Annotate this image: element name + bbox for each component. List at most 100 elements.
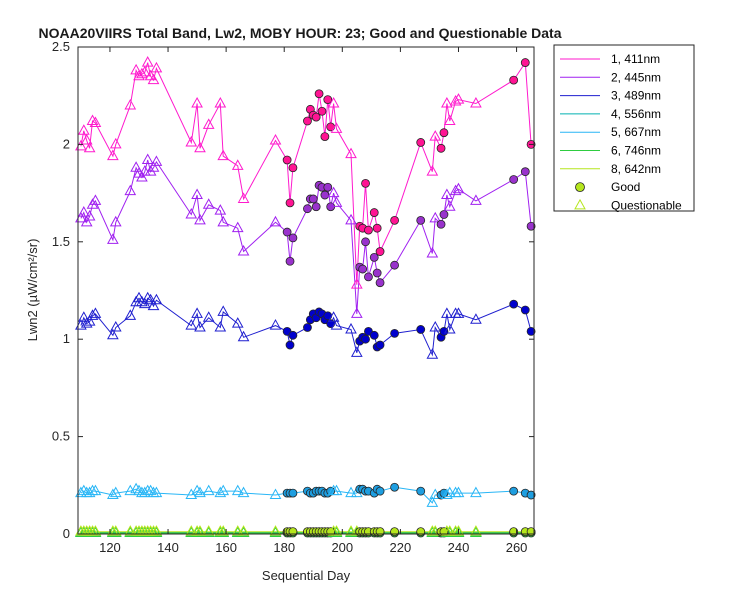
data-point-questionable bbox=[77, 206, 90, 217]
data-point-questionable bbox=[452, 486, 465, 498]
data-point-good bbox=[361, 178, 370, 188]
data-point-questionable bbox=[237, 192, 250, 203]
data-point-questionable bbox=[345, 486, 357, 498]
series-markers-3 bbox=[75, 291, 536, 359]
legend-questionable-marker bbox=[574, 198, 586, 210]
x-tick-label: 200 bbox=[331, 540, 353, 555]
data-point-questionable bbox=[231, 159, 244, 170]
data-point-questionable bbox=[202, 484, 215, 496]
data-point-questionable bbox=[327, 186, 340, 198]
data-point-good bbox=[526, 221, 536, 231]
data-point-questionable bbox=[107, 328, 119, 340]
data-point-good bbox=[520, 58, 530, 67]
data-point-questionable bbox=[194, 525, 206, 536]
data-point-good bbox=[416, 325, 426, 334]
data-point-questionable bbox=[202, 525, 215, 536]
legend-item-label: 6, 746nm bbox=[611, 144, 661, 158]
data-point-questionable bbox=[109, 525, 122, 536]
x-tick-label: 120 bbox=[99, 540, 121, 555]
data-point-questionable bbox=[150, 61, 163, 73]
data-point-questionable bbox=[130, 161, 142, 172]
data-point-questionable bbox=[141, 291, 154, 303]
data-point-good bbox=[416, 215, 426, 225]
data-point-questionable bbox=[237, 330, 250, 342]
data-point-good bbox=[375, 486, 385, 496]
data-point-questionable bbox=[147, 161, 160, 172]
data-point-questionable bbox=[89, 484, 102, 496]
data-point-good bbox=[303, 116, 312, 126]
data-point-questionable bbox=[194, 141, 206, 153]
data-point-questionable bbox=[470, 194, 482, 205]
data-point-good bbox=[288, 330, 298, 340]
x-tick-label: 220 bbox=[390, 540, 412, 555]
data-point-questionable bbox=[147, 299, 160, 311]
data-point-good bbox=[288, 163, 298, 173]
data-point-good bbox=[416, 138, 426, 147]
data-point-good bbox=[285, 256, 295, 266]
data-point-good bbox=[282, 155, 292, 165]
x-tick-label: 240 bbox=[448, 540, 470, 555]
data-point-questionable bbox=[345, 525, 357, 536]
data-point-good bbox=[375, 247, 385, 256]
data-point-questionable bbox=[138, 165, 151, 176]
data-point-questionable bbox=[194, 213, 206, 225]
data-point-good bbox=[390, 328, 399, 338]
data-point-questionable bbox=[185, 319, 198, 330]
data-point-questionable bbox=[350, 346, 363, 357]
data-point-questionable bbox=[441, 488, 453, 500]
data-point-questionable bbox=[202, 198, 215, 209]
data-point-good bbox=[375, 340, 385, 350]
data-point-good bbox=[390, 215, 399, 225]
data-point-questionable bbox=[429, 211, 442, 223]
data-point-good bbox=[436, 219, 446, 229]
x-tick-label: 260 bbox=[506, 540, 528, 555]
data-point-questionable bbox=[441, 307, 453, 318]
data-point-questionable bbox=[330, 196, 343, 207]
data-point-good bbox=[358, 264, 368, 274]
data-point-questionable bbox=[345, 322, 357, 334]
data-point-questionable bbox=[269, 319, 282, 330]
data-point-good bbox=[314, 89, 324, 99]
data-point-questionable bbox=[426, 246, 439, 258]
data-point-questionable bbox=[107, 149, 119, 161]
data-point-questionable bbox=[107, 488, 119, 500]
data-point-questionable bbox=[426, 165, 439, 176]
data-point-good bbox=[416, 486, 426, 496]
data-point-good bbox=[320, 190, 330, 200]
legend-good-marker bbox=[575, 182, 585, 193]
data-point-good bbox=[439, 210, 449, 219]
data-point-good bbox=[372, 223, 382, 233]
data-point-questionable bbox=[350, 278, 363, 289]
data-point-questionable bbox=[83, 209, 96, 221]
data-point-good bbox=[509, 299, 519, 309]
data-point-questionable bbox=[443, 200, 456, 211]
data-point-good bbox=[303, 204, 312, 214]
legend-good-label: Good bbox=[611, 180, 640, 194]
data-point-good bbox=[323, 182, 333, 192]
data-point-questionable bbox=[191, 484, 203, 496]
x-tick-label: 180 bbox=[273, 540, 295, 555]
data-point-questionable bbox=[429, 130, 442, 141]
data-point-questionable bbox=[124, 525, 137, 536]
data-point-questionable bbox=[217, 484, 230, 496]
data-point-questionable bbox=[429, 320, 442, 332]
data-point-good bbox=[282, 227, 292, 237]
data-point-questionable bbox=[231, 317, 244, 328]
data-point-good bbox=[390, 482, 399, 492]
data-point-questionable bbox=[77, 311, 90, 322]
data-point-questionable bbox=[185, 207, 198, 219]
data-point-questionable bbox=[150, 155, 163, 166]
x-tick-label: 140 bbox=[157, 540, 179, 555]
legend: 1, 411nm 2, 445nm 3, 489nm 4, 556nm 5, 667nm… bbox=[553, 44, 695, 212]
data-point-questionable bbox=[202, 118, 215, 129]
data-point-questionable bbox=[269, 133, 282, 145]
data-point-questionable bbox=[124, 98, 137, 110]
data-point-good bbox=[303, 323, 312, 332]
y-axis: 0 0.5 1 1.5 2 2.5 bbox=[52, 39, 534, 541]
data-point-questionable bbox=[443, 114, 456, 126]
data-point-good bbox=[317, 106, 327, 116]
data-point-good bbox=[311, 202, 321, 212]
chart-title: NOAA20VIIRS Total Band, Lw2, MOBY HOUR: … bbox=[39, 25, 562, 41]
data-point-questionable bbox=[130, 482, 142, 494]
data-point-questionable bbox=[150, 486, 163, 498]
